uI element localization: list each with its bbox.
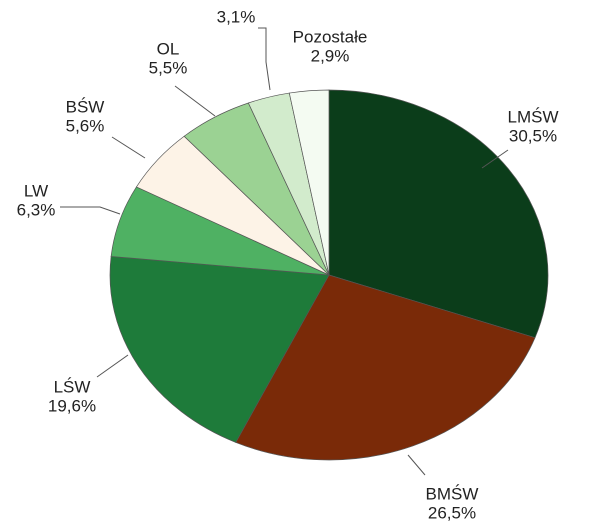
leader-line <box>481 149 509 169</box>
pie-slice <box>109 256 330 443</box>
pie-slice <box>235 274 536 461</box>
slice-label: LMŚW <box>508 107 559 126</box>
slice-label: OL <box>157 39 180 58</box>
slice-label: LŚW <box>54 377 91 396</box>
pie-slice <box>328 89 549 339</box>
leader-line <box>174 85 216 117</box>
pie-slice <box>288 89 330 276</box>
slice-value-label: 26,5% <box>428 503 476 522</box>
slice-value-label: 5,6% <box>66 116 105 135</box>
leader-line <box>60 206 121 215</box>
slice-value-label: 6,3% <box>17 200 56 219</box>
slice-label: Pozostałe <box>293 27 368 46</box>
slice-label: BMŚW <box>426 484 479 503</box>
leader-line <box>111 136 146 159</box>
slice-label: LW <box>24 181 48 200</box>
slice-value-label: 30,5% <box>509 126 557 145</box>
leader-line <box>258 27 271 91</box>
slice-value-label: 3,1% <box>217 7 256 26</box>
leader-line <box>407 454 426 476</box>
slice-value-label: 19,6% <box>48 396 96 415</box>
slice-value-label: 2,9% <box>311 46 350 65</box>
slice-value-label: 5,5% <box>149 58 188 77</box>
slice-label: BŚW <box>66 97 105 116</box>
leader-line <box>96 354 129 378</box>
